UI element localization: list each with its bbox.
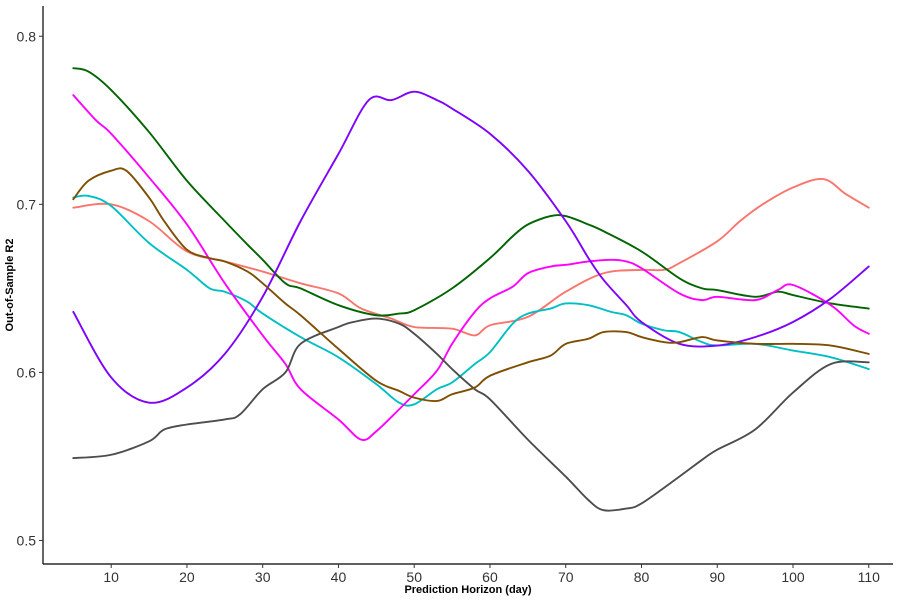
series-layer [72, 67, 870, 512]
y-tick-label: 0.5 [17, 532, 37, 548]
y-axis-title: Out-of-Sample R2 [4, 239, 16, 332]
x-tick-label: 40 [331, 569, 347, 585]
y-tick-label: 0.8 [17, 28, 37, 44]
x-tick-label: 10 [103, 569, 119, 585]
series-line-2 [72, 194, 870, 407]
series-line-4 [72, 94, 870, 441]
y-tick-label: 0.6 [17, 364, 37, 380]
series-line-6 [72, 317, 870, 512]
x-axis-ticks: 10 20 30 40 50 60 70 80 90 100 110 [103, 564, 880, 585]
series-line-1 [72, 178, 870, 337]
x-tick-label: 50 [406, 569, 422, 585]
x-tick-label: 70 [558, 569, 574, 585]
y-axis-ticks: 0.5 0.6 0.7 0.8 [17, 28, 43, 548]
x-tick-label: 90 [709, 569, 725, 585]
x-tick-label: 80 [634, 569, 650, 585]
x-tick-label: 100 [781, 569, 805, 585]
y-tick-label: 0.7 [17, 196, 37, 212]
x-tick-label: 20 [179, 569, 195, 585]
x-tick-label: 60 [482, 569, 498, 585]
series-line-5 [72, 90, 870, 404]
x-tick-label: 30 [255, 569, 271, 585]
series-line-3 [72, 67, 870, 317]
x-axis-title: Prediction Horizon (day) [404, 584, 531, 596]
series-line-7 [72, 167, 870, 403]
x-tick-label: 110 [858, 569, 881, 585]
